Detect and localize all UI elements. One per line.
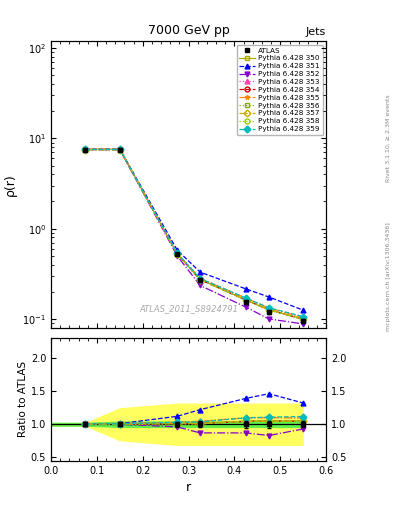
Line: Pythia 6.428 351: Pythia 6.428 351: [83, 147, 306, 313]
Text: Rivet 3.1.10, ≥ 2.3M events: Rivet 3.1.10, ≥ 2.3M events: [386, 94, 391, 182]
Pythia 6.428 353: [244, 295, 248, 301]
Pythia 6.428 353: [198, 275, 202, 282]
Pythia 6.428 359: [244, 295, 248, 301]
Pythia 6.428 353: [266, 305, 271, 311]
Pythia 6.428 356: [118, 146, 122, 153]
Pythia 6.428 354: [301, 316, 306, 323]
Pythia 6.428 359: [198, 275, 202, 282]
Line: Pythia 6.428 355: Pythia 6.428 355: [83, 147, 306, 320]
Pythia 6.428 355: [244, 295, 248, 301]
Line: Pythia 6.428 358: Pythia 6.428 358: [83, 147, 306, 322]
Line: Pythia 6.428 352: Pythia 6.428 352: [83, 147, 306, 326]
Y-axis label: ρ(r): ρ(r): [4, 173, 17, 196]
Pythia 6.428 357: [266, 307, 271, 313]
Pythia 6.428 352: [198, 282, 202, 288]
Pythia 6.428 355: [175, 250, 180, 256]
Pythia 6.428 350: [118, 146, 122, 152]
Pythia 6.428 354: [266, 307, 271, 313]
Pythia 6.428 358: [198, 276, 202, 283]
Pythia 6.428 354: [175, 251, 180, 257]
Pythia 6.428 351: [175, 247, 180, 253]
Legend: ATLAS, Pythia 6.428 350, Pythia 6.428 351, Pythia 6.428 352, Pythia 6.428 353, P: ATLAS, Pythia 6.428 350, Pythia 6.428 35…: [237, 45, 323, 135]
Pythia 6.428 354: [244, 297, 248, 303]
Pythia 6.428 353: [118, 146, 122, 152]
Pythia 6.428 354: [198, 276, 202, 283]
Pythia 6.428 352: [175, 253, 180, 259]
Line: Pythia 6.428 350: Pythia 6.428 350: [83, 147, 306, 322]
Text: ATLAS_2011_S8924791: ATLAS_2011_S8924791: [139, 304, 238, 313]
Pythia 6.428 356: [244, 297, 248, 303]
Pythia 6.428 356: [175, 251, 180, 257]
Pythia 6.428 353: [175, 250, 180, 256]
Pythia 6.428 359: [83, 146, 88, 153]
Pythia 6.428 350: [301, 316, 306, 322]
Pythia 6.428 357: [118, 146, 122, 153]
Text: Jets: Jets: [306, 27, 326, 37]
Pythia 6.428 355: [301, 314, 306, 321]
Pythia 6.428 357: [301, 316, 306, 323]
Pythia 6.428 357: [83, 146, 88, 153]
Pythia 6.428 359: [266, 305, 271, 311]
Line: Pythia 6.428 353: Pythia 6.428 353: [83, 147, 306, 320]
Pythia 6.428 358: [175, 251, 180, 257]
Text: mcplots.cern.ch [arXiv:1306.3436]: mcplots.cern.ch [arXiv:1306.3436]: [386, 222, 391, 331]
Pythia 6.428 351: [198, 269, 202, 275]
Pythia 6.428 353: [83, 146, 88, 152]
Pythia 6.428 352: [118, 146, 122, 153]
Pythia 6.428 355: [266, 305, 271, 311]
Pythia 6.428 351: [301, 307, 306, 313]
Pythia 6.428 359: [175, 250, 180, 256]
Text: 7000 GeV pp: 7000 GeV pp: [148, 24, 230, 37]
Pythia 6.428 350: [83, 146, 88, 152]
Pythia 6.428 358: [301, 316, 306, 323]
Pythia 6.428 351: [118, 146, 122, 152]
Pythia 6.428 350: [198, 276, 202, 282]
Pythia 6.428 350: [175, 251, 180, 257]
Pythia 6.428 354: [118, 146, 122, 153]
Pythia 6.428 356: [301, 316, 306, 323]
X-axis label: r: r: [186, 481, 191, 494]
Pythia 6.428 358: [266, 307, 271, 313]
Pythia 6.428 352: [83, 146, 88, 153]
Pythia 6.428 350: [266, 307, 271, 313]
Pythia 6.428 356: [198, 276, 202, 283]
Line: Pythia 6.428 357: Pythia 6.428 357: [83, 147, 306, 322]
Pythia 6.428 351: [83, 146, 88, 152]
Pythia 6.428 355: [83, 146, 88, 152]
Pythia 6.428 358: [83, 146, 88, 153]
Pythia 6.428 359: [301, 313, 306, 319]
Pythia 6.428 356: [266, 307, 271, 313]
Pythia 6.428 352: [266, 316, 271, 322]
Pythia 6.428 359: [118, 146, 122, 153]
Pythia 6.428 356: [83, 146, 88, 153]
Line: Pythia 6.428 356: Pythia 6.428 356: [83, 147, 306, 322]
Pythia 6.428 352: [244, 304, 248, 310]
Pythia 6.428 357: [175, 251, 180, 257]
Pythia 6.428 351: [244, 286, 248, 292]
Y-axis label: Ratio to ATLAS: Ratio to ATLAS: [18, 361, 28, 437]
Pythia 6.428 358: [118, 146, 122, 153]
Pythia 6.428 355: [118, 146, 122, 152]
Pythia 6.428 352: [301, 321, 306, 327]
Line: Pythia 6.428 354: Pythia 6.428 354: [83, 147, 306, 322]
Line: Pythia 6.428 359: Pythia 6.428 359: [83, 147, 306, 319]
Pythia 6.428 351: [266, 294, 271, 300]
Pythia 6.428 357: [244, 297, 248, 303]
Pythia 6.428 355: [198, 275, 202, 282]
Pythia 6.428 358: [244, 297, 248, 303]
Pythia 6.428 353: [301, 314, 306, 321]
Pythia 6.428 357: [198, 276, 202, 283]
Pythia 6.428 354: [83, 146, 88, 153]
Pythia 6.428 350: [244, 297, 248, 303]
